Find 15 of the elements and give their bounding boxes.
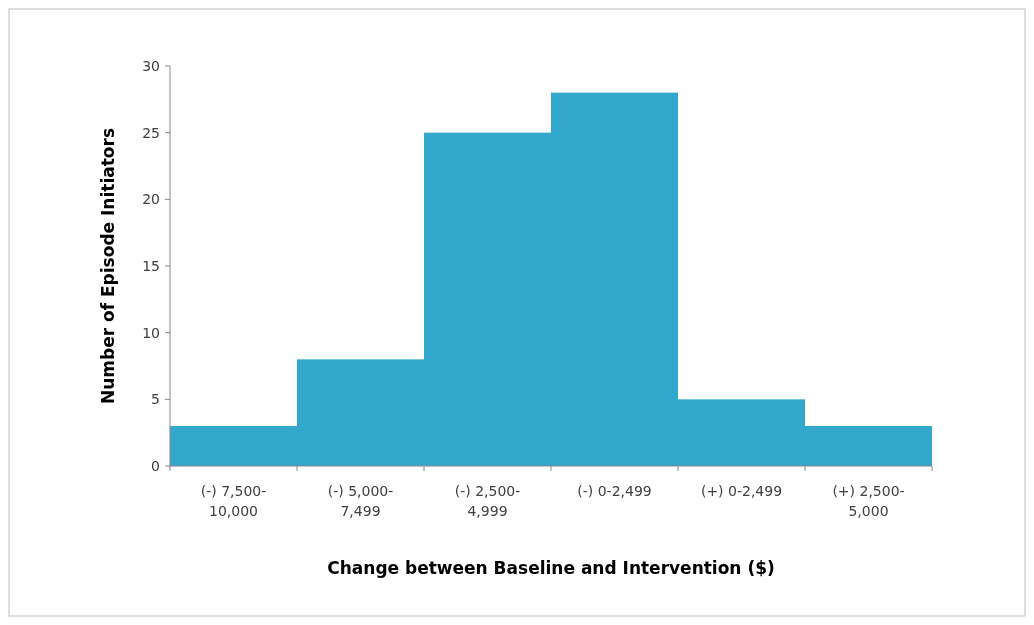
- y-tick-label: 0: [151, 457, 160, 474]
- x-tick-label: (-) 5,000-7,499: [327, 483, 394, 519]
- y-axis-title: Number of Episode Initiators: [98, 127, 118, 405]
- x-tick-label: (+) 0-2,499: [700, 483, 783, 499]
- x-tick-label: (-) 7,500-10,000: [200, 483, 267, 519]
- y-tick-label: 30: [142, 57, 160, 74]
- x-tick-label: (+) 2,500-5,000: [832, 483, 905, 519]
- x-tick-label: (-) 2,500-4,999: [454, 483, 521, 519]
- x-axis-title: Change between Baseline and Intervention ($): [327, 558, 775, 578]
- x-tick-label: (-) 0-2,499: [577, 483, 652, 499]
- y-tick-label: 10: [142, 324, 160, 341]
- y-tick-label: 25: [142, 124, 160, 141]
- y-tick-label: 5: [151, 391, 160, 408]
- y-tick-label: 15: [142, 257, 160, 274]
- y-tick-label: 20: [142, 191, 160, 208]
